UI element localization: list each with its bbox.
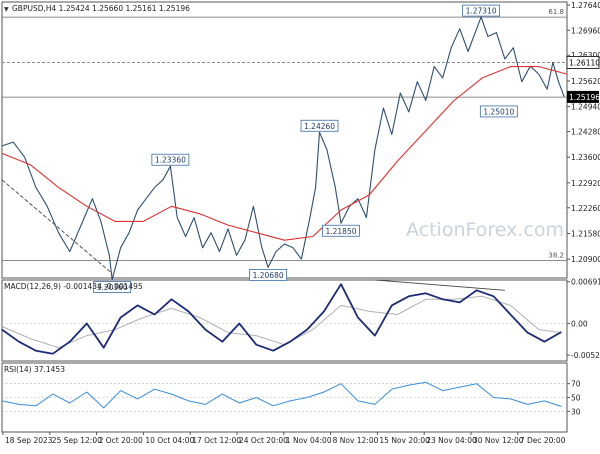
- x-tick-label: 1 Nov 04:00: [286, 436, 332, 445]
- y-tick-label: 1.25620: [571, 77, 600, 86]
- y-tick-label: 1.26960: [571, 26, 600, 35]
- x-tick-label: 10 Oct 04:00: [145, 436, 194, 445]
- price-callout-label: 1.20360: [97, 283, 128, 292]
- level-price-box: [566, 56, 600, 69]
- price-callout-box: [300, 119, 339, 132]
- price-callout-box: [249, 269, 288, 281]
- x-tick-label: 7 Dec 20:00: [520, 436, 566, 445]
- x-tick-label: 15 Nov 20:00: [379, 436, 430, 445]
- price-callout-label: 1.24260: [304, 122, 335, 131]
- x-tick-label: 23 Nov 04:00: [426, 436, 477, 445]
- current-price-label: 1.25196: [569, 93, 600, 102]
- macd-line: [1, 283, 562, 355]
- watermark: ActionForex.com: [406, 219, 564, 241]
- collapse-icon: ▼: [4, 6, 9, 13]
- level-label: 61.8: [548, 8, 564, 16]
- x-tick-label: 18 Sep 2023: [5, 436, 53, 445]
- trend-line: [1, 179, 113, 274]
- x-tick-label: 25 Sep 12:00: [52, 436, 102, 445]
- price-callout-box: [479, 105, 518, 118]
- x-tick-label: 17 Oct 12:00: [192, 436, 241, 445]
- price-callout-box: [462, 4, 501, 17]
- y-tick-label: 1.21580: [571, 229, 600, 238]
- y-tick-label: 1.24940: [571, 103, 600, 112]
- y-tick-label: 1.20900: [571, 255, 600, 264]
- price-callout-label: 1.27310: [466, 7, 497, 16]
- x-tick-label: 8 Nov 12:00: [333, 436, 379, 445]
- price-callout-box: [93, 281, 132, 293]
- level-price-label: 1.26110: [569, 58, 600, 67]
- y-tick-label: 1.23600: [571, 153, 600, 162]
- macd-title: MACD(12,26,9) -0.001434 -0.001495: [4, 282, 143, 291]
- y-tick-label: 1.24280: [571, 128, 600, 137]
- price-callout-label: 1.20680: [253, 271, 284, 280]
- price-callout-label: 1.23360: [155, 156, 186, 165]
- x-tick-label: 30 Nov 12:00: [473, 436, 524, 445]
- current-price-box: [567, 90, 599, 103]
- x-tick-label: 2 Oct 20:00: [99, 436, 143, 445]
- y-tick-label: 1.22260: [571, 204, 600, 213]
- y-tick-label: 1.22920: [571, 179, 600, 188]
- rsi-line: [1, 381, 562, 409]
- x-tick-label: 24 Oct 20:00: [239, 436, 288, 445]
- rsi-title: RSI(14) 37.1453: [4, 365, 65, 374]
- y-tick-label: 1.26300: [571, 51, 600, 60]
- y-tick-label: 0.006915: [571, 278, 600, 287]
- price-callout-label: 1.25010: [483, 107, 514, 116]
- y-tick-label: 0.00: [571, 320, 588, 329]
- price-callout-box: [151, 153, 190, 166]
- price-line: [1, 16, 565, 281]
- price-callout-box: [322, 224, 360, 237]
- y-tick-label: 1.27640: [571, 1, 600, 10]
- chart-title: GBPUSD,H4 1.25424 1.25660 1.25161 1.2519…: [12, 4, 190, 13]
- y-tick-label: 50: [571, 394, 581, 403]
- price-callout-label: 1.21850: [325, 227, 356, 236]
- y-tick-label: 30: [571, 407, 581, 416]
- y-tick-label: 70: [571, 380, 581, 389]
- macd-trend-line: [374, 279, 505, 291]
- level-label: 38.2: [548, 252, 564, 260]
- y-tick-label: -0.005241: [571, 351, 600, 360]
- ema-line: [1, 66, 568, 241]
